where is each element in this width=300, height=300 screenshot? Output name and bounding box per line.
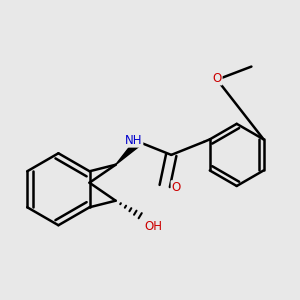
Text: OH: OH	[144, 220, 162, 233]
Text: NH: NH	[125, 134, 142, 147]
Polygon shape	[116, 139, 141, 165]
Text: O: O	[172, 181, 181, 194]
Text: O: O	[212, 71, 222, 85]
